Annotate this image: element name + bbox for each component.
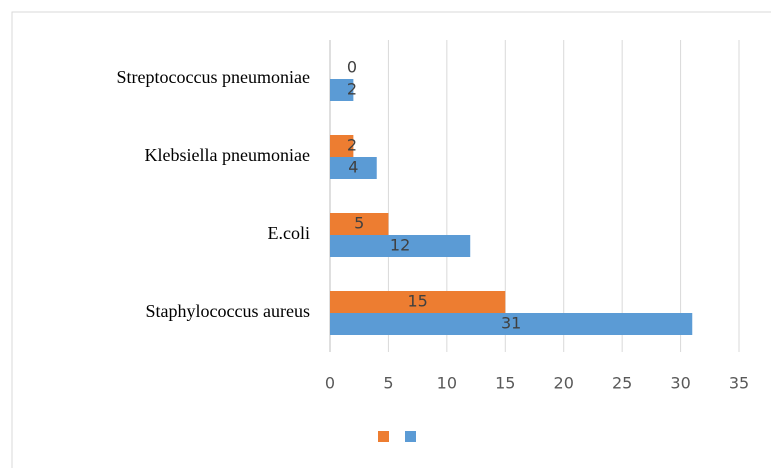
x-tick-label: 0	[325, 374, 335, 393]
data-label: 15	[407, 292, 427, 311]
x-tick-label: 30	[670, 374, 690, 393]
chart-border	[11, 11, 771, 468]
bar	[330, 213, 389, 235]
y-tick-label: Staphylococcus aureus	[146, 301, 310, 321]
x-tick-label: 20	[554, 374, 574, 393]
y-tick-label: Streptococcus pneumoniae	[117, 67, 310, 87]
data-label: 31	[501, 314, 521, 333]
x-tick-label: 35	[729, 374, 749, 393]
x-tick-label: 5	[383, 374, 393, 393]
y-tick-label: Klebsiella pneumoniae	[145, 145, 310, 165]
bar	[330, 291, 506, 313]
data-label: 2	[347, 80, 357, 99]
bar	[330, 313, 693, 335]
bar	[330, 235, 471, 257]
data-label: 4	[348, 158, 358, 177]
legend-swatch	[378, 431, 389, 442]
x-tick-label: 10	[437, 374, 457, 393]
data-label: 2	[347, 136, 357, 155]
bar	[330, 79, 354, 101]
x-tick-label: 25	[612, 374, 632, 393]
x-tick-label: 15	[495, 374, 515, 393]
data-label: 0	[347, 58, 357, 77]
bar	[330, 135, 354, 157]
y-tick-label: E.coli	[268, 223, 311, 243]
legend-swatch	[405, 431, 416, 442]
data-label: 12	[390, 236, 410, 255]
data-label: 5	[354, 214, 364, 233]
bar	[330, 157, 377, 179]
